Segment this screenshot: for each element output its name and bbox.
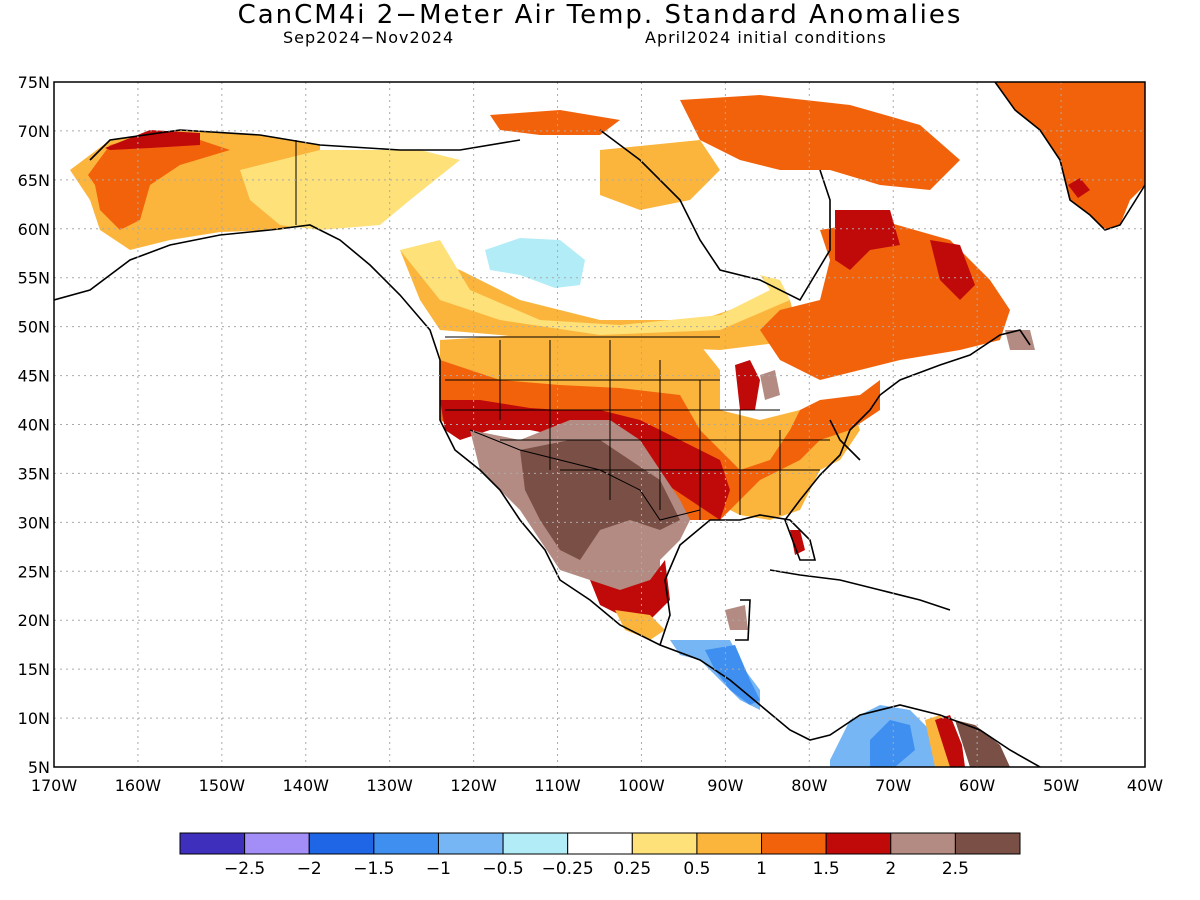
lon-label: 50W	[1043, 776, 1079, 795]
map-frame	[53, 81, 1146, 768]
colorbar-swatch	[954, 832, 1021, 855]
lon-label: 120W	[450, 776, 497, 795]
lon-label: 150W	[199, 776, 246, 795]
mexico-anomaly-1	[615, 610, 665, 640]
lon-label: 170W	[31, 776, 78, 795]
colorbar-swatch	[761, 832, 827, 855]
longitude-labels: 170W 160W 150W 140W 130W 120W 110W 100W 90W 80W 70…	[31, 776, 1163, 795]
yucatan-anomaly	[725, 605, 748, 630]
lon-label: 80W	[791, 776, 827, 795]
colorbar-label: 1	[756, 859, 767, 879]
colorbar-swatch	[631, 832, 698, 855]
colorbar-label: −1.5	[353, 859, 394, 879]
lon-label: 130W	[367, 776, 414, 795]
mexico-anomaly-15	[590, 560, 670, 620]
cool-anomaly-patch	[485, 238, 585, 288]
lat-label: 5N	[28, 758, 50, 777]
lat-label: 55N	[18, 269, 50, 288]
colorbar-label: 2	[885, 859, 896, 879]
forecast-period: Sep2024−Nov2024	[283, 28, 455, 47]
lat-label: 65N	[18, 171, 50, 190]
political-borders	[295, 140, 830, 521]
yukon-anomaly	[240, 150, 460, 230]
lat-label: 20N	[18, 611, 50, 630]
map-grid	[54, 82, 1145, 767]
colorbar-label: 0.5	[683, 859, 710, 879]
initial-conditions: April2024 initial conditions	[645, 28, 887, 47]
colorbar-swatch	[244, 832, 310, 855]
baffin-anomaly	[680, 95, 960, 190]
lon-label: 60W	[959, 776, 995, 795]
south-america-cool-15	[870, 720, 915, 767]
colorbar-label: −1	[426, 859, 451, 879]
colorbar-label: −0.25	[542, 859, 594, 879]
central-america-cool-15	[705, 645, 760, 705]
lon-label: 140W	[283, 776, 330, 795]
lat-label: 45N	[18, 367, 50, 386]
us-anomaly-15	[440, 400, 730, 520]
lat-label: 30N	[18, 513, 50, 532]
lat-label: 40N	[18, 416, 50, 435]
lon-label: 110W	[534, 776, 581, 795]
florida-anomaly	[790, 530, 805, 555]
lon-label: 70W	[875, 776, 911, 795]
greenland-warm-spot	[1068, 178, 1090, 198]
lat-label: 75N	[18, 73, 50, 92]
lon-label: 90W	[707, 776, 743, 795]
lat-label: 70N	[18, 122, 50, 141]
canada-band-025	[400, 240, 790, 335]
colorbar-label: −2.5	[224, 859, 265, 879]
baffin-yellow	[600, 140, 720, 210]
colorbar-swatch	[890, 832, 956, 855]
lat-label: 25N	[18, 562, 50, 581]
lon-label: 40W	[1127, 776, 1163, 795]
great-lakes-anomaly	[735, 360, 760, 410]
arctic-islands-anomaly	[490, 110, 620, 135]
colorbar-swatch	[567, 832, 633, 855]
labrador-anomaly-2	[930, 240, 975, 300]
map-title: CanCM4i 2−Meter Air Temp. Standard Anoma…	[237, 0, 963, 30]
lat-label: 50N	[18, 318, 50, 337]
colorbar-swatch	[437, 832, 504, 855]
quebec-anomaly-2	[835, 210, 900, 270]
colorbar-label: 2.5	[942, 859, 969, 879]
colorbar-swatch	[696, 832, 763, 855]
lat-label: 60N	[18, 220, 50, 239]
latitude-labels: 75N 70N 65N 60N 55N 50N 45N 40N 35N 30N 25N 20N 15N 1…	[18, 73, 50, 777]
south-america-warm-15	[935, 715, 965, 767]
colorbar-swatch	[179, 832, 246, 855]
colorbar-swatch	[373, 832, 439, 855]
colorbar: −2.5 −2 −1.5 −1 −0.5 −0.25 0.25 0.5 1 1.5 2 2.5	[179, 832, 1021, 879]
michigan-anomaly	[760, 370, 780, 400]
colorbar-label: 1.5	[813, 859, 840, 879]
colorbar-swatch	[825, 832, 892, 855]
lat-label: 15N	[18, 660, 50, 679]
lat-label: 35N	[18, 464, 50, 483]
lon-label: 100W	[618, 776, 665, 795]
south-america-warm-25	[955, 720, 1010, 767]
colorbar-label: 0.25	[613, 859, 651, 879]
alaska-anomaly-2	[105, 130, 200, 150]
colorbar-label: −2	[297, 859, 322, 879]
greenland-anomaly	[995, 82, 1145, 230]
colorbar-swatch	[308, 832, 375, 855]
newfoundland-anomaly	[1005, 330, 1035, 350]
lat-label: 10N	[18, 709, 50, 728]
lon-label: 160W	[115, 776, 162, 795]
colorbar-label: −0.5	[482, 859, 523, 879]
colorbar-swatch	[502, 832, 569, 855]
alaska-anomaly-1	[88, 135, 230, 230]
